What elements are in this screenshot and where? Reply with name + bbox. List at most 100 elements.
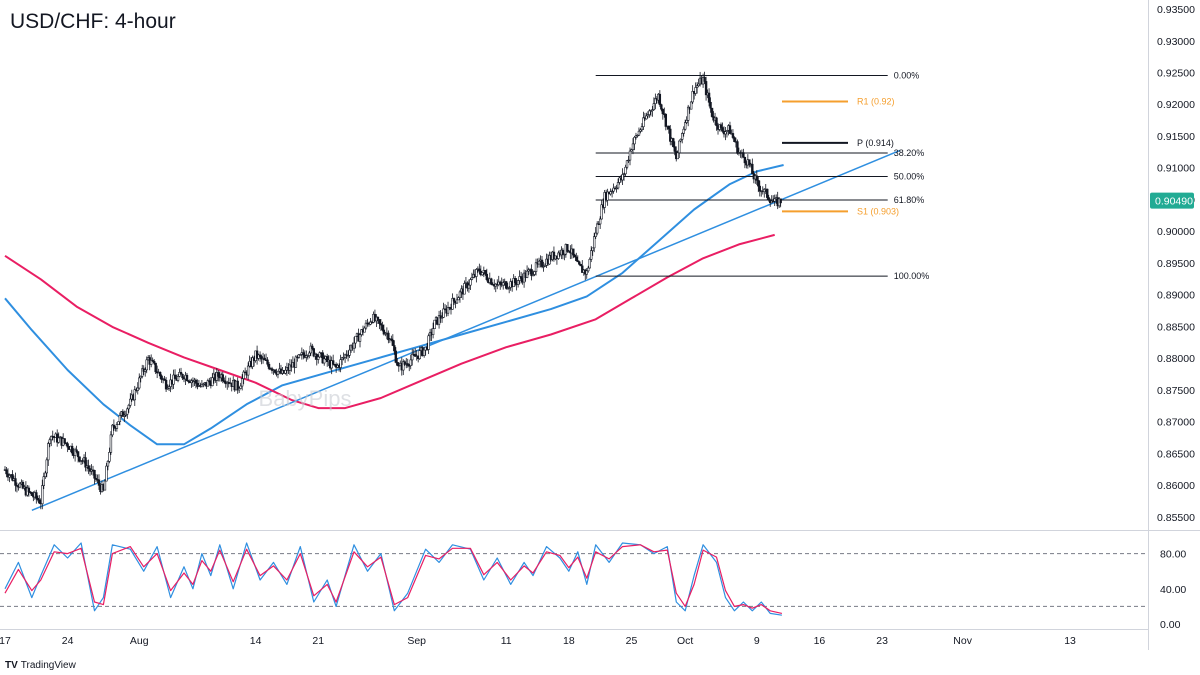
time-tick-label: 23 [876, 635, 888, 647]
trendline-line [31, 149, 901, 512]
price-tick-label: 0.86500 [1157, 448, 1195, 460]
candle-body [105, 465, 108, 482]
candle-body [628, 150, 632, 161]
candle-body [154, 362, 157, 373]
trendline[interactable] [31, 149, 901, 512]
candle-body [358, 334, 362, 342]
candle-body [35, 492, 38, 499]
moving-average-line-1 [4, 164, 784, 446]
candle-body [379, 323, 383, 326]
oscillator-tick-label: 0.00 [1160, 619, 1181, 631]
candle-body [78, 456, 81, 462]
price-axis[interactable]: 0.93500 0.93000 0.92500 0.92000 0.91500 0.910… [1150, 4, 1195, 524]
candle-body [15, 485, 19, 487]
time-axis[interactable]: 17 24 Aug 14 21 Sep 11 18 25 Oct 9 16 23 Nov 13 [0, 635, 1076, 647]
candle-body [97, 479, 101, 486]
candle-body [469, 279, 472, 286]
candle-body [507, 287, 511, 289]
candle-body [173, 374, 177, 379]
candle-body [642, 117, 645, 128]
candle-body [200, 384, 204, 387]
candle-body [339, 359, 342, 368]
candle-body [76, 451, 80, 458]
price-tick-label: 0.89000 [1157, 290, 1195, 302]
candle-body [273, 369, 277, 373]
last-price-badge [1150, 192, 1194, 209]
candle-body [21, 481, 25, 489]
candle-body [251, 357, 254, 367]
price-tick-label: 0.90000 [1157, 226, 1195, 238]
candle-body [660, 104, 663, 110]
candle-body [158, 371, 162, 377]
candle-body [591, 247, 594, 251]
candle-body [236, 380, 239, 391]
candle-body [433, 319, 436, 329]
price-tick-label: 0.88500 [1157, 321, 1195, 333]
candle-body [719, 124, 723, 128]
candle-body [742, 152, 745, 158]
candle-body [202, 383, 205, 385]
price-tick-label: 0.93000 [1157, 36, 1195, 48]
candle-body [44, 472, 47, 478]
candle-body [576, 260, 580, 263]
candle-body [563, 253, 566, 256]
candle-body [30, 492, 34, 496]
candle-body [294, 356, 298, 368]
candle-body [308, 352, 311, 356]
candle-body [686, 106, 690, 121]
candle-body [758, 185, 761, 192]
candle-body [318, 352, 321, 358]
candle-body [458, 291, 462, 298]
time-tick-label: 14 [250, 635, 262, 647]
candle-body [267, 363, 271, 369]
candle-body [561, 249, 565, 255]
candle-body [645, 115, 648, 120]
candle-body [18, 483, 22, 488]
oscillator-tick-label: 80.00 [1160, 549, 1186, 561]
candle-body [121, 411, 125, 417]
fibonacci-retracement[interactable]: 0.00% 38.20% 50.00% 61.80% 100.00% [595, 71, 930, 282]
candle-body [621, 174, 624, 181]
candlesticks [3, 71, 782, 510]
candle-body [364, 322, 368, 329]
candle-body [145, 359, 148, 371]
candle-body [266, 359, 269, 365]
candle-body [136, 387, 139, 391]
candle-body [306, 355, 310, 357]
candle-body [710, 107, 714, 117]
candle-body [646, 114, 650, 117]
candle-body [47, 443, 50, 461]
price-tick-label: 0.87500 [1157, 385, 1195, 397]
candle-body [242, 371, 245, 379]
candle-body [636, 134, 639, 137]
time-tick-label: 25 [626, 635, 638, 647]
pivot-levels[interactable]: R1 (0.92) P (0.914) S1 (0.903) [782, 97, 899, 217]
candle-body [683, 122, 687, 130]
candle-body [672, 138, 675, 147]
candle-body [622, 173, 626, 175]
candle-body [118, 415, 122, 423]
candle-body [390, 338, 393, 341]
tradingview-logo: TV TradingView [5, 660, 76, 671]
candle-body [437, 315, 441, 325]
candle-body [588, 258, 591, 269]
candle-body [757, 180, 760, 187]
candle-body [478, 268, 481, 272]
candle-body [87, 465, 90, 469]
candle-body [11, 474, 14, 481]
candle-body [504, 281, 508, 289]
candle-body [704, 81, 708, 96]
moving-average-line-2 [4, 233, 775, 410]
candle-body [427, 335, 430, 350]
candle-body [451, 298, 454, 310]
candle-body [463, 283, 466, 295]
time-tick-label: 21 [312, 635, 324, 647]
candle-body [639, 129, 642, 132]
candle-body [93, 469, 96, 479]
candle-body [172, 374, 175, 385]
candle-body [534, 262, 538, 272]
time-tick-label: 18 [563, 635, 575, 647]
candle-body [396, 362, 399, 366]
candle-body [527, 269, 530, 272]
